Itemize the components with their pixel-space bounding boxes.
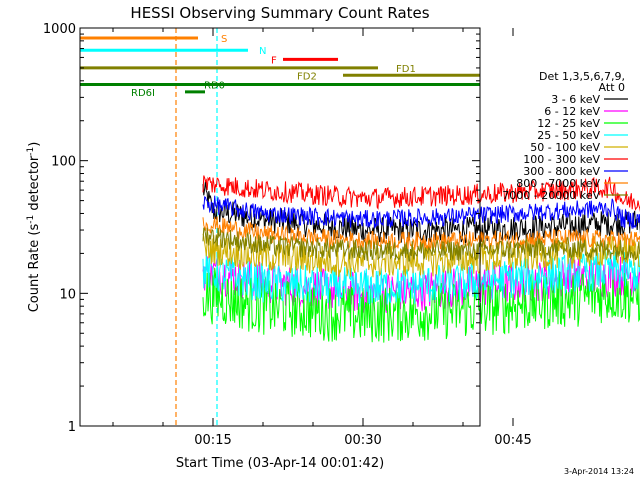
x-tick-label: 00:45 xyxy=(494,433,531,448)
plot-area: S NF FD1 FD2 RD0 RD6I xyxy=(80,28,640,426)
flag-label: S xyxy=(221,34,227,45)
y-tick-label: 10 xyxy=(59,287,76,302)
legend-label: 6 - 12 keV xyxy=(544,105,600,118)
y-axis-label-sup1: -1 xyxy=(26,215,36,224)
flag-label: FD2 xyxy=(297,71,317,82)
flag-label: RD0 xyxy=(204,81,225,92)
flag-label: F xyxy=(271,55,277,66)
y-axis-label-sup2: -1 xyxy=(26,147,36,156)
legend-label: 300 - 800 keV xyxy=(523,165,600,178)
flag-label: N xyxy=(259,46,266,57)
series-line xyxy=(202,227,640,262)
y-tick-label: 1 xyxy=(68,420,76,435)
x-tick-label: 00:15 xyxy=(194,433,231,448)
series-line xyxy=(202,216,640,252)
legend-label: 7000 - 20000 keV xyxy=(502,189,600,202)
y-axis-label-mid: detector xyxy=(27,155,42,215)
series-line xyxy=(202,267,640,343)
footer-datestamp: 3-Apr-2014 13:24 xyxy=(564,467,634,476)
x-tick-label: 00:30 xyxy=(344,433,381,448)
flag-label: RD6I xyxy=(131,88,155,99)
flag-label: FD1 xyxy=(396,64,416,75)
legend-header-line1: Det 1,3,5,6,7,9, xyxy=(539,70,625,83)
y-axis-label-main: Count Rate (s xyxy=(27,224,42,313)
y-axis-label-end: ) xyxy=(27,142,42,147)
series-line xyxy=(202,251,640,307)
legend-label: 800 - 7000 keV xyxy=(516,177,600,190)
legend-label: 100 - 300 keV xyxy=(523,153,600,166)
series-line xyxy=(202,175,640,212)
legend-label: 12 - 25 keV xyxy=(537,117,600,130)
legend-label: 50 - 100 keV xyxy=(530,141,600,154)
plot-frame xyxy=(79,27,481,427)
legend-header-line2: Att 0 xyxy=(599,81,625,94)
legend-label: 25 - 50 keV xyxy=(537,129,600,142)
y-tick-label: 100 xyxy=(51,155,76,170)
y-tick-label: 1000 xyxy=(43,22,76,37)
series-line xyxy=(202,195,640,229)
y-axis-label: Count Rate (s-1 detector-1) xyxy=(26,142,42,313)
chart-title: HESSI Observing Summary Count Rates xyxy=(130,4,429,22)
x-axis-label: Start Time (03-Apr-14 00:01:42) xyxy=(176,456,384,471)
legend-label: 3 - 6 keV xyxy=(551,93,600,106)
